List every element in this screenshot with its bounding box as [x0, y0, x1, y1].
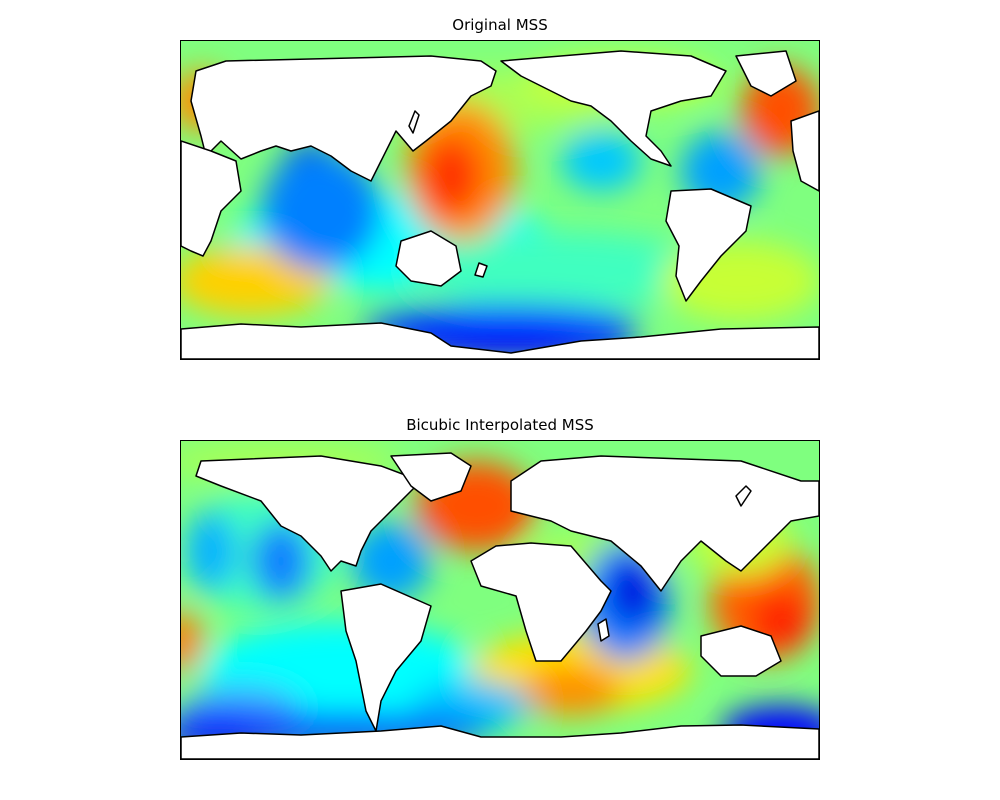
land-australia — [700, 625, 782, 677]
land-north-america — [500, 50, 727, 167]
field-blob — [186, 511, 236, 591]
land-antarctica — [181, 322, 819, 359]
field-blob — [421, 136, 481, 216]
land-antarctica — [181, 724, 819, 759]
field-blob — [351, 521, 431, 601]
land-australia — [395, 230, 462, 287]
panel-title-original: Original MSS — [452, 16, 548, 34]
land-africa — [470, 542, 612, 662]
field-blob — [261, 151, 381, 271]
land-africa — [181, 140, 242, 257]
land-greenland — [735, 50, 797, 97]
field-blob — [608, 556, 658, 626]
map-canvas-original — [181, 41, 819, 359]
land-japan — [735, 485, 752, 507]
map-bicubic-mss — [180, 440, 820, 760]
land-madagascar — [597, 618, 610, 642]
map-original-mss — [180, 40, 820, 360]
land-africa-east — [790, 110, 819, 192]
land-new-zealand — [474, 262, 488, 278]
land-south-america — [665, 188, 752, 302]
field-blob — [411, 231, 711, 311]
land-japan — [408, 110, 420, 134]
land-south-america — [340, 583, 432, 732]
field-blob — [521, 666, 621, 716]
field-blob — [251, 521, 311, 601]
panel-title-bicubic: Bicubic Interpolated MSS — [406, 416, 594, 434]
map-canvas-bicubic — [181, 441, 819, 759]
land-greenland — [390, 452, 472, 502]
field-blob — [181, 611, 203, 671]
field-blob — [561, 131, 641, 191]
